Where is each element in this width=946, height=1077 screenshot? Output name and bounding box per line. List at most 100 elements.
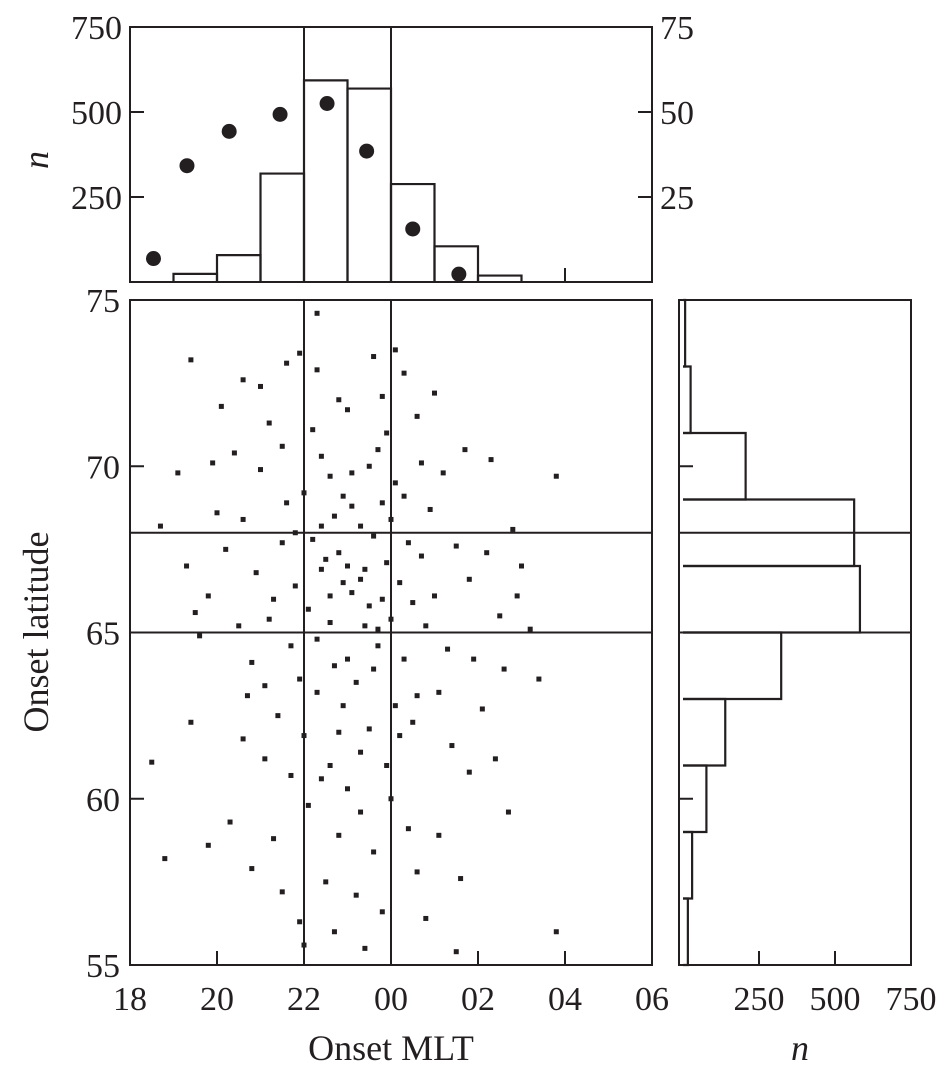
scatter-point	[223, 546, 229, 552]
scatter-point	[401, 656, 407, 662]
scatter-point	[384, 560, 390, 566]
scatter-point	[240, 377, 246, 383]
scatter-x-tick-label: 00	[374, 981, 408, 1018]
right-histogram-bar	[683, 365, 692, 435]
scatter-point	[327, 593, 333, 599]
scatter-point	[371, 849, 377, 855]
scatter-point	[305, 802, 311, 808]
scatter-point	[375, 643, 381, 649]
scatter-point	[505, 809, 511, 815]
scatter-point	[362, 945, 368, 951]
top-dot	[319, 96, 335, 111]
scatter-point	[236, 623, 242, 629]
scatter-point	[240, 516, 246, 522]
scatter-point	[371, 354, 377, 360]
top-dot	[221, 123, 237, 139]
scatter-point	[366, 463, 372, 469]
scatter-point	[284, 360, 290, 366]
right-histogram-bar	[683, 431, 747, 501]
scatter-point	[436, 832, 442, 838]
scatter-point	[297, 919, 303, 925]
scatter-point	[266, 420, 272, 426]
scatter-point	[275, 713, 281, 719]
scatter-x-tick-label: 06	[635, 981, 669, 1018]
scatter-point	[310, 536, 316, 542]
scatter-point	[288, 772, 294, 778]
scatter-point	[514, 593, 520, 599]
top-histogram-bar	[172, 272, 219, 282]
scatter-point	[445, 646, 451, 652]
scatter-point	[392, 703, 398, 709]
scatter-point	[384, 430, 390, 436]
scatter-point	[323, 556, 329, 562]
top-left-tick-label: 250	[71, 180, 122, 217]
scatter-point	[240, 736, 246, 742]
scatter-point	[231, 450, 237, 456]
scatter-point	[184, 563, 190, 569]
scatter-point	[519, 563, 524, 569]
scatter-point	[345, 563, 350, 569]
scatter-point	[418, 460, 424, 466]
scatter-point	[336, 550, 342, 556]
scatter-point	[392, 480, 398, 486]
right-histogram-bar	[683, 897, 689, 967]
scatter-point	[310, 427, 316, 433]
scatter-point	[379, 909, 385, 915]
scatter-point	[392, 347, 398, 353]
scatter-point	[462, 447, 468, 453]
scatter-point	[379, 596, 385, 602]
top-right-tick-label: 50	[660, 95, 694, 132]
scatter-point	[314, 310, 320, 316]
top-dot	[272, 106, 288, 122]
scatter-point	[340, 703, 346, 709]
scatter-point	[501, 666, 507, 672]
scatter-point	[318, 523, 324, 529]
scatter-point	[288, 643, 294, 649]
scatter-point	[297, 350, 303, 356]
scatter-point	[379, 500, 385, 506]
scatter-point	[358, 523, 364, 529]
top-left-tick-label: 750	[71, 10, 122, 47]
scatter-point	[484, 550, 490, 556]
scatter-point	[418, 553, 424, 559]
scatter-point	[466, 769, 472, 775]
scatter-y-tick-label: 55	[86, 948, 120, 985]
scatter-point	[214, 510, 220, 516]
scatter-point	[497, 613, 503, 619]
top-histogram-bar	[389, 182, 436, 282]
right-histogram-bar	[683, 631, 783, 701]
scatter-point	[358, 576, 364, 582]
scatter-point	[279, 889, 285, 895]
scatter-point	[479, 706, 485, 712]
top-right-tick-label: 75	[660, 10, 694, 47]
scatter-point	[492, 756, 498, 762]
scatter-y-tick-label: 65	[86, 616, 120, 653]
scatter-point	[405, 540, 411, 546]
scatter-x-tick-label: 18	[113, 981, 147, 1018]
scatter-point	[358, 809, 364, 815]
scatter-point	[218, 403, 224, 409]
scatter-point	[353, 892, 359, 898]
top-histogram-bar	[433, 245, 480, 282]
top-y-axis-label: n	[16, 151, 56, 169]
scatter-point	[397, 733, 403, 739]
scatter-point	[553, 473, 559, 479]
scatter-point	[453, 543, 459, 549]
scatter-point	[375, 447, 381, 453]
scatter-y-tick-label: 70	[86, 449, 120, 486]
top-dot	[451, 266, 467, 282]
scatter-point	[410, 719, 416, 725]
scatter-point	[192, 610, 198, 616]
scatter-point	[205, 593, 211, 599]
scatter-point	[353, 679, 359, 685]
top-right-tick-label: 25	[660, 180, 694, 217]
scatter-point	[536, 676, 542, 682]
scatter-x-tick-label: 22	[287, 981, 321, 1018]
scatter-y-axis-label: Onset latitude	[16, 532, 56, 733]
scatter-point	[284, 500, 290, 506]
scatter-point	[371, 666, 377, 672]
scatter-point	[210, 460, 216, 466]
scatter-point	[375, 626, 381, 632]
scatter-point	[432, 390, 437, 396]
